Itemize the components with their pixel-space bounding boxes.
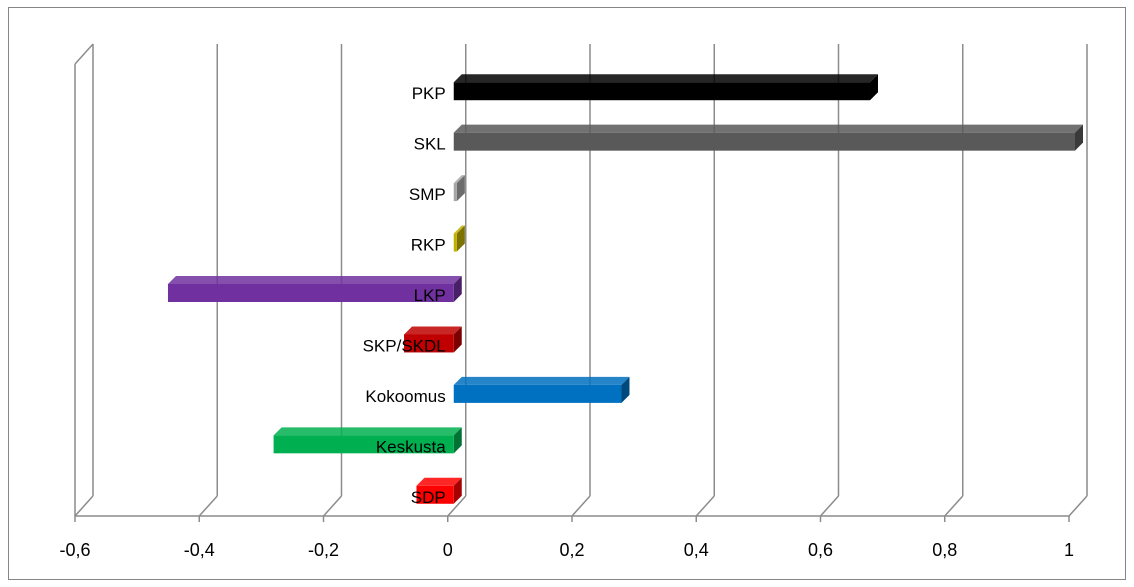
gridline-depth: [198, 495, 218, 517]
bar-front-face: [453, 384, 622, 403]
gridline-depth: [1068, 495, 1088, 517]
x-tick-label: -0,6: [59, 540, 90, 560]
x-tick-label: -0,4: [184, 540, 215, 560]
category-label: RKP: [411, 236, 446, 255]
bar-front-face: [404, 334, 454, 353]
bar: [273, 427, 462, 454]
bar-side-face: [869, 74, 878, 101]
category-label: Kokoomus: [365, 387, 445, 406]
bar-side-face: [453, 477, 462, 504]
gridline-depth: [819, 495, 840, 517]
bar: [453, 74, 878, 101]
gridline-depth: [447, 495, 467, 517]
gridline-depth: [74, 495, 94, 517]
bar: [453, 376, 630, 403]
bar-front-face: [453, 132, 1075, 151]
bar-top-face: [453, 225, 465, 234]
x-axis: -0,6 -0,4 -0,2 0 0,2 0,4 0,6 0,8 1: [59, 515, 1074, 560]
category-label: LKP: [414, 286, 446, 305]
bar-top-face: [453, 124, 1083, 133]
gridline-depth: [695, 495, 715, 517]
bar-side-face: [1075, 124, 1083, 151]
category-label: SKP/SKDL: [363, 336, 446, 355]
bar: [453, 124, 1083, 151]
bar-front-face: [167, 284, 454, 302]
bar-top-face: [167, 276, 462, 284]
bar-front-face: [453, 233, 457, 252]
bar-side-face: [453, 427, 462, 454]
category-label: SKL: [414, 135, 446, 154]
bar-front-face: [453, 82, 870, 101]
bar: [404, 326, 462, 353]
x-tick-label: 1: [1064, 540, 1074, 560]
bar-top-face: [404, 326, 462, 335]
bar: [453, 225, 465, 252]
bar-top-face: [273, 427, 462, 436]
category-label: PKP: [412, 84, 446, 103]
bar-front-face: [453, 183, 457, 202]
bar-front-face: [416, 485, 454, 504]
category-label: SMP: [409, 185, 446, 204]
bar-top-face: [453, 175, 465, 184]
x-tick-label: 0: [443, 540, 453, 560]
gridline-depth: [322, 495, 343, 517]
category-label: Keskusta: [376, 437, 446, 456]
bar-side-face: [456, 225, 465, 252]
gridline-depth: [944, 495, 964, 517]
gridlines: [74, 43, 1088, 517]
x-tick-label: 0,8: [932, 540, 957, 560]
bar-top-face: [416, 477, 462, 486]
x-tick-label: 0,6: [808, 540, 833, 560]
side-wall-top: [74, 43, 94, 65]
x-tick-label: -0,2: [308, 540, 339, 560]
bar-top-face: [453, 376, 630, 385]
bar-side-face: [621, 376, 630, 403]
bar: [416, 477, 462, 504]
category-label: SDP: [411, 488, 446, 507]
bar-front-face: [273, 435, 454, 454]
bar-side-face: [453, 276, 462, 302]
category-labels: SDP Keskusta Kokoomus SKP/SKDL LKP RKP SMP SKL P…: [363, 84, 447, 507]
bar-top-face: [453, 74, 878, 83]
x-tick-label: 0,2: [559, 540, 584, 560]
bar: [453, 175, 465, 202]
bar-side-face: [456, 175, 465, 202]
bar: [167, 276, 462, 302]
x-tick-label: 0,4: [684, 540, 709, 560]
gridline-depth: [571, 495, 591, 517]
bars: [167, 74, 1083, 504]
bar-side-face: [453, 326, 462, 353]
